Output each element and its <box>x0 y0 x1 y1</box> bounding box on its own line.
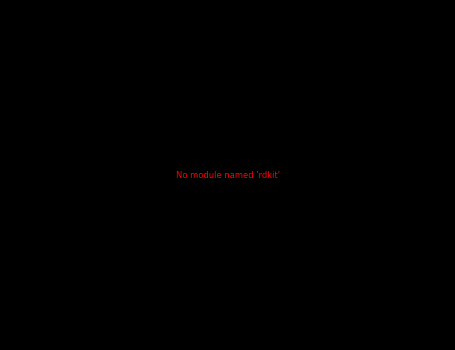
Text: No module named 'rdkit': No module named 'rdkit' <box>176 170 279 180</box>
